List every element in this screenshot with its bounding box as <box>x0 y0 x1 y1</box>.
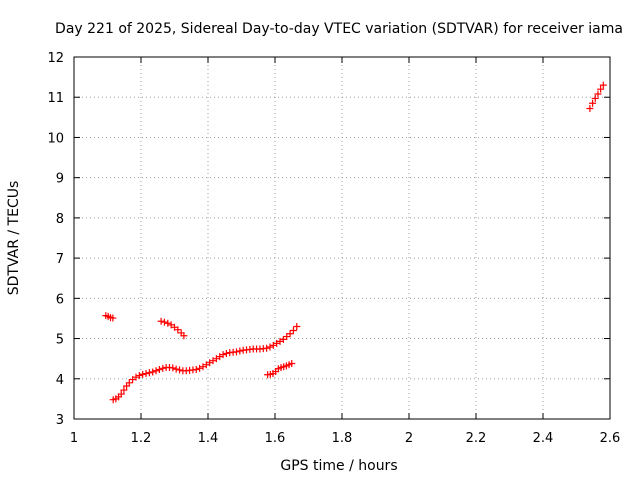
data-point <box>152 367 160 375</box>
series-arc-3 <box>157 317 188 340</box>
data-point <box>196 364 204 372</box>
data-point <box>159 364 167 372</box>
data-point <box>164 319 172 327</box>
x-tick-label: 1.6 <box>265 431 286 446</box>
data-point <box>149 368 157 376</box>
data-point <box>222 349 230 357</box>
data-point <box>288 359 296 367</box>
series-arc-5 <box>586 81 607 112</box>
y-tick-label: 6 <box>56 292 64 307</box>
series-arc-4 <box>264 359 296 379</box>
data-point <box>232 348 240 356</box>
data-points <box>102 81 607 404</box>
x-tick-label: 1 <box>70 431 78 446</box>
axis-ticks <box>73 56 611 420</box>
data-point <box>176 366 184 374</box>
data-point <box>236 347 244 355</box>
y-tick-label: 3 <box>56 413 64 428</box>
data-point <box>135 372 143 380</box>
data-point <box>591 94 599 102</box>
x-tick-label: 2.2 <box>466 431 487 446</box>
y-tick-label: 12 <box>47 51 64 66</box>
series-arc-1 <box>102 312 117 322</box>
x-tick-label: 1.8 <box>332 431 353 446</box>
data-point <box>160 318 168 326</box>
y-tick-label: 11 <box>47 91 64 106</box>
data-point <box>192 366 200 374</box>
x-tick-label: 1.4 <box>198 431 219 446</box>
data-point <box>263 344 271 352</box>
data-point <box>599 81 607 89</box>
x-tick-label: 2.4 <box>533 431 554 446</box>
y-tick-label: 9 <box>56 172 64 187</box>
y-axis-label: SDTVAR / TECUs <box>6 181 22 296</box>
data-point <box>293 322 301 330</box>
data-point <box>289 327 297 335</box>
grid <box>74 57 610 419</box>
y-tick-label: 7 <box>56 252 64 267</box>
data-point <box>586 104 594 112</box>
x-tick-label: 2.6 <box>600 431 621 446</box>
data-point <box>125 379 133 387</box>
x-tick-label: 1.2 <box>131 431 152 446</box>
series-arc-2 <box>109 322 301 404</box>
y-tick-label: 8 <box>56 212 64 227</box>
data-point <box>219 351 227 359</box>
y-tick-labels: 3 4 5 6 7 8 9 10 11 12 <box>47 51 64 428</box>
data-point <box>172 365 180 373</box>
y-tick-label: 5 <box>56 333 64 348</box>
data-point <box>145 369 153 377</box>
data-point <box>169 364 177 372</box>
data-point <box>109 314 117 322</box>
data-point <box>594 90 602 98</box>
data-point <box>286 330 294 338</box>
data-point <box>589 99 597 107</box>
x-axis-label: GPS time / hours <box>280 458 397 474</box>
y-tick-label: 4 <box>56 373 64 388</box>
x-tick-label: 2 <box>405 431 413 446</box>
data-point <box>266 343 274 351</box>
data-point <box>132 373 140 381</box>
data-point <box>117 390 125 398</box>
data-point <box>120 386 128 394</box>
data-point <box>597 85 605 93</box>
data-point <box>180 332 188 340</box>
y-tick-label: 10 <box>47 131 64 146</box>
data-point <box>174 326 182 334</box>
data-point <box>155 366 163 374</box>
chart-title: Day 221 of 2025, Sidereal Day-to-day VTE… <box>55 21 623 37</box>
x-tick-labels: 1 1.2 1.4 1.6 1.8 2 2.2 2.4 2.6 <box>70 431 620 446</box>
data-point <box>142 370 150 378</box>
data-point <box>157 317 165 325</box>
data-point <box>139 370 147 378</box>
